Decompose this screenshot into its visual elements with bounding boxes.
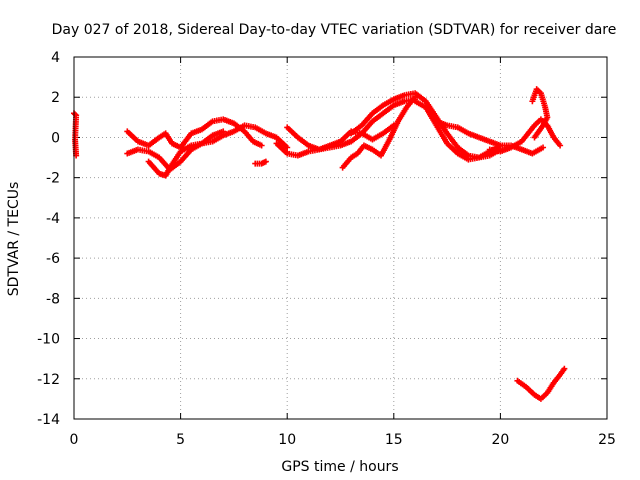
x-tick-label: 25 — [598, 432, 616, 448]
series-sat-d — [145, 122, 291, 179]
data-point — [540, 144, 547, 151]
tick-marks — [73, 56, 608, 420]
series-sat-e — [252, 158, 269, 167]
y-tick-label: 0 — [51, 130, 60, 146]
y-axis-label: SDTVAR / TECUs — [6, 182, 22, 297]
x-tick-labels: 0 5 10 15 20 25 — [70, 432, 616, 448]
y-tick-label: -2 — [46, 171, 60, 187]
y-tick-label: -4 — [46, 211, 60, 227]
series-sat-n — [514, 365, 568, 402]
x-tick-label: 15 — [385, 432, 403, 448]
data-point — [557, 142, 564, 149]
data-point — [497, 142, 504, 149]
y-tick-labels: -14 -12 -10 -8 -6 -4 -2 0 2 4 — [37, 50, 60, 428]
plot-frame — [73, 56, 608, 420]
y-tick-label: 2 — [51, 90, 60, 106]
y-tick-label: -10 — [37, 332, 60, 348]
y-tick-label: 4 — [51, 50, 60, 66]
data-point — [72, 111, 79, 118]
x-tick-label: 20 — [491, 432, 509, 448]
series-sat-l — [486, 116, 564, 155]
series-sat-b — [124, 116, 265, 151]
series-sat-c — [124, 128, 227, 173]
series-sat-k — [433, 118, 504, 149]
y-tick-label: -12 — [37, 372, 60, 388]
y-tick-label: -14 — [37, 412, 60, 428]
grid — [74, 57, 607, 419]
x-tick-label: 10 — [278, 432, 296, 448]
data-point — [531, 134, 538, 141]
data-points — [71, 86, 568, 402]
x-tick-label: 5 — [176, 432, 185, 448]
y-tick-label: -8 — [46, 291, 60, 307]
x-tick-label: 0 — [70, 432, 79, 448]
y-tick-label: -6 — [46, 251, 60, 267]
chart-title: Day 027 of 2018, Sidereal Day-to-day VTE… — [52, 22, 617, 38]
series-sat-a — [71, 110, 80, 159]
data-point — [284, 144, 291, 151]
x-axis-label: GPS time / hours — [281, 459, 398, 475]
data-point — [561, 365, 568, 372]
series-sat-m — [529, 86, 551, 141]
data-point — [262, 158, 269, 165]
data-point — [258, 142, 265, 149]
